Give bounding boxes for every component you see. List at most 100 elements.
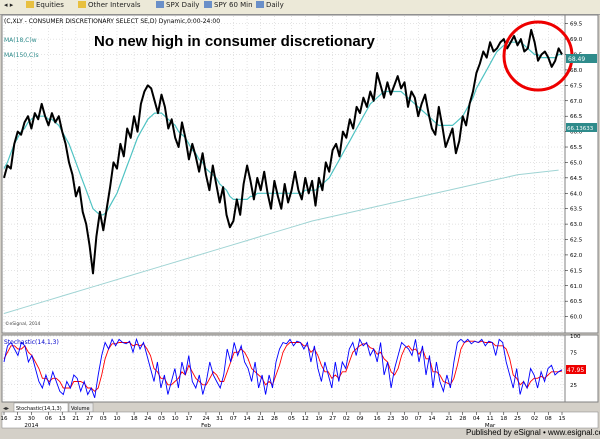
toolbar-item-other-intervals[interactable]: Other Intervals <box>78 1 141 9</box>
x-tick-label: 05 <box>288 416 295 422</box>
x-tick-label: 31 <box>216 416 223 422</box>
toolbar-item-spy-60-min[interactable]: SPY 60 Min <box>204 1 253 9</box>
ma150-series-line <box>3 169 559 314</box>
x-tick-label: 16 <box>374 416 381 422</box>
price-tick-label: 67.5 <box>570 83 583 89</box>
price-tick-label: 61.0 <box>570 284 583 290</box>
price-tick-label: 69.5 <box>570 22 583 28</box>
x-month-label: Mar <box>485 423 496 429</box>
toolbar-item-daily[interactable]: Daily <box>256 1 284 9</box>
x-tick-label: 03 <box>158 416 165 422</box>
svg-text:66.13633: 66.13633 <box>567 126 594 132</box>
price-tick-label: 61.5 <box>570 268 583 274</box>
x-tick-label: 23 <box>387 416 394 422</box>
price-tick-label: 64.5 <box>570 176 583 182</box>
x-tick-label: 08 <box>545 416 552 422</box>
x-tick-label: 07 <box>415 416 422 422</box>
x-tick-label: 15 <box>559 416 566 422</box>
x-tick-label: 10 <box>113 416 120 422</box>
x-tick-label: 23 <box>14 416 21 422</box>
price-tick-label: 62.5 <box>570 238 583 244</box>
x-tick-label: 19 <box>315 416 322 422</box>
x-tick-label: 17 <box>185 416 192 422</box>
price-tick-label: 63.0 <box>570 222 583 228</box>
chart-icon <box>156 1 164 8</box>
x-tick-label: 06 <box>45 416 52 422</box>
price-tick-label: 66.5 <box>570 114 583 120</box>
x-tick-label: 28 <box>271 416 278 422</box>
price-tick-label: 67.0 <box>570 99 583 105</box>
x-month-label: 2014 <box>24 423 38 429</box>
price-tick-label: 65.0 <box>570 160 583 166</box>
folder-icon <box>26 1 34 8</box>
price-panel <box>1 14 566 334</box>
price-badge-last: 68.49 <box>566 54 597 63</box>
price-badge-ma150: 66.13633 <box>566 123 597 132</box>
price-tick-label: 66.0 <box>570 130 583 136</box>
chart-header: (C,XLY - CONSUMER DISCRETIONARY SELECT S… <box>4 18 220 25</box>
stochastic-badge: 47.95 <box>566 365 586 374</box>
tab-volume[interactable]: Volume <box>68 402 94 413</box>
stochastic-tick-label: 75 <box>570 350 577 356</box>
x-tick-label: 16 <box>1 416 8 422</box>
x-tick-label: 14 <box>244 416 251 422</box>
x-tick-label: 27 <box>329 416 336 422</box>
price-tick-label: 63.5 <box>570 207 583 213</box>
x-axis: 16 23 30 06 13 21 27 03 10 18 24 03 10 17 24 31 07 14 21 28… <box>1 412 566 429</box>
price-tick-label: 65.5 <box>570 145 583 151</box>
x-month-label: Feb <box>201 423 211 429</box>
svg-text:47.95: 47.95 <box>567 367 584 374</box>
annotation-text: No new high in consumer discretionary <box>94 33 376 50</box>
price-tick-label: 62.0 <box>570 253 583 259</box>
price-tick-label: 60.0 <box>570 315 583 321</box>
price-tick-label: 60.5 <box>570 299 583 305</box>
footer-text: Published by eSignal • www.esignal.com <box>466 428 600 437</box>
x-tick-label: 18 <box>500 416 507 422</box>
x-tick-label: 18 <box>131 416 138 422</box>
svg-text:68.49: 68.49 <box>568 56 585 63</box>
x-tick-label: 25 <box>514 416 521 422</box>
x-tick-label: 07 <box>230 416 237 422</box>
x-tick-label: 30 <box>401 416 408 422</box>
chart-icon <box>256 1 264 8</box>
x-tick-label: 24 <box>144 416 151 422</box>
x-tick-label: 04 <box>473 416 480 422</box>
x-tick-label: 24 <box>202 416 209 422</box>
x-tick-label: 10 <box>172 416 179 422</box>
x-tick-label: 21 <box>72 416 79 422</box>
chart-icon <box>204 1 212 8</box>
stochastic-title: Stochastic(14,1,3) <box>4 339 59 346</box>
tab-nav-arrows[interactable]: ◂▸ <box>3 405 9 412</box>
x-tick-label: 11 <box>487 416 494 422</box>
x-tick-label: 02 <box>531 416 538 422</box>
toolbar-item-spx-daily[interactable]: SPX Daily <box>156 1 199 9</box>
x-tick-label: 03 <box>100 416 107 422</box>
ma18-label: MA(18,C)w <box>4 37 37 44</box>
x-tick-label: 21 <box>446 416 453 422</box>
x-tick-label: 13 <box>59 416 66 422</box>
price-tick-label: 69.0 <box>570 37 583 43</box>
toolbar-item-equities[interactable]: Equities <box>26 1 64 9</box>
x-axis-panel <box>1 411 599 429</box>
x-tick-label: 14 <box>428 416 435 422</box>
stochastic-tick-label: 25 <box>570 383 577 389</box>
x-tick-label: 09 <box>357 416 364 422</box>
svg-text:Volume: Volume <box>71 406 90 412</box>
x-tick-label: 30 <box>28 416 35 422</box>
ma150-label: MA(150,C)s <box>4 52 39 59</box>
tab-stochastic[interactable]: Stochastic(14,1,3) <box>13 402 69 413</box>
svg-text:Stochastic(14,1,3): Stochastic(14,1,3) <box>16 406 62 412</box>
copyright-text: ©eSignal, 2014 <box>5 320 41 327</box>
x-tick-label: 28 <box>459 416 466 422</box>
toolbar-pin-icon[interactable]: ◂ ▸ <box>4 1 14 9</box>
price-tick-label: 68.0 <box>570 68 583 74</box>
price-tick-label: 64.0 <box>570 191 583 197</box>
x-tick-label: 21 <box>257 416 264 422</box>
stochastic-k-line <box>3 337 563 398</box>
x-tick-label: 12 <box>302 416 309 422</box>
stochastic-tick-label: 100 <box>570 334 581 340</box>
stochastic-grid <box>2 335 565 401</box>
price-series-line <box>3 28 563 275</box>
folder-icon <box>78 1 86 8</box>
